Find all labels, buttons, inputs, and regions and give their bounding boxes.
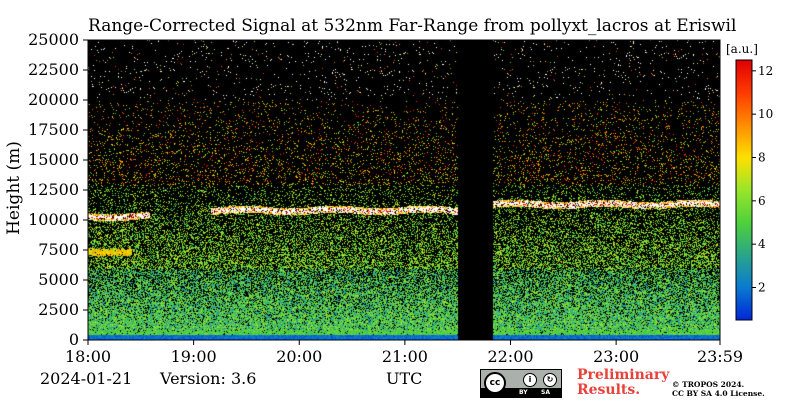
- colorbar-tick-label: 6: [758, 194, 766, 208]
- cc-license-badge: cc i ↻ BY SA: [480, 369, 562, 398]
- copyright-line: © TROPOS 2024.: [672, 380, 745, 389]
- share-alike-icon: ↻: [543, 373, 557, 387]
- sa-tag: SA: [541, 389, 550, 396]
- x-tick-label: 19:00: [171, 347, 217, 366]
- x-tick-label: 18:00: [65, 347, 111, 366]
- chart-title: Range-Corrected Signal at 532nm Far-Rang…: [88, 16, 737, 36]
- cc-icon: cc: [484, 372, 506, 394]
- by-tag: BY: [519, 389, 528, 396]
- version-label: Version: 3.6: [160, 369, 257, 388]
- colorbar-tick-label: 4: [758, 237, 766, 251]
- colorbar-unit-label: [a.u.]: [726, 42, 758, 56]
- colorbar-gradient: [735, 59, 753, 321]
- y-tick-label: 0: [69, 330, 79, 349]
- axes: 18:00 19:00 20:00 21:00 22:00 23:00 23:59 0 2500…: [28, 30, 743, 366]
- y-tick-label: 10000: [28, 210, 79, 229]
- preliminary-line-2: Results.: [577, 382, 641, 398]
- date-label: 2024-01-21: [40, 369, 133, 388]
- badge-strip: [481, 388, 561, 397]
- heatmap-area: [88, 40, 720, 340]
- preliminary-notice: Preliminary Results.: [577, 368, 669, 398]
- y-tick-label: 5000: [38, 270, 79, 289]
- license-line: CC BY SA 4.0 License.: [672, 389, 765, 398]
- colorbar-tick-label: 2: [758, 281, 766, 295]
- y-tick-label: 20000: [28, 90, 79, 109]
- colorbar: 2 4 6 8 10 12: [735, 59, 773, 321]
- x-tick-label: 22:00: [487, 347, 533, 366]
- y-tick-label: 15000: [28, 150, 79, 169]
- colorbar-tick-label: 12: [758, 64, 773, 78]
- colorbar-tick-label: 8: [758, 151, 766, 165]
- y-tick-label: 17500: [28, 120, 79, 139]
- y-axis-label: Height (m): [4, 141, 24, 235]
- x-tick-label: 23:59: [697, 347, 743, 366]
- colorbar-tick-label: 10: [758, 107, 773, 121]
- x-tick-label: 21:00: [382, 347, 428, 366]
- attribution-icon: i: [523, 373, 537, 387]
- y-tick-label: 25000: [28, 30, 79, 49]
- x-tick-label: 23:00: [593, 347, 639, 366]
- x-axis-label: UTC: [386, 369, 423, 388]
- license-notice: © TROPOS 2024. CC BY SA 4.0 License.: [672, 380, 765, 398]
- y-tick-label: 22500: [28, 60, 79, 79]
- x-tick-label: 20:00: [276, 347, 322, 366]
- y-tick-label: 12500: [28, 180, 79, 199]
- preliminary-line-1: Preliminary: [577, 367, 670, 383]
- y-tick-label: 7500: [38, 240, 79, 259]
- y-tick-label: 2500: [38, 300, 79, 319]
- heatmap-image: [88, 40, 720, 340]
